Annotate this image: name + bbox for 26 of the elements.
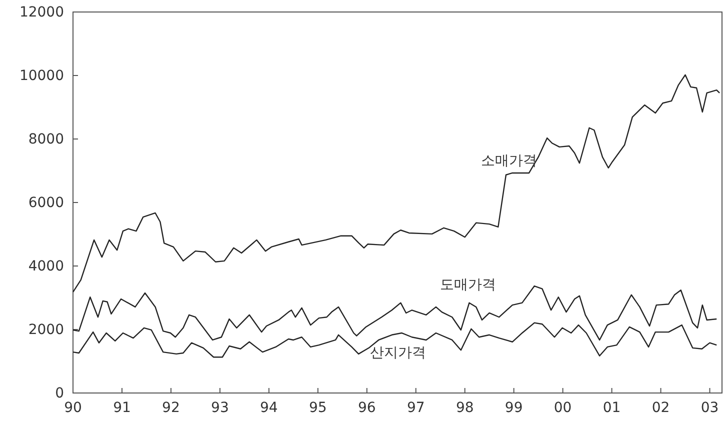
series-label: 도매가격 — [440, 276, 496, 293]
y-tick-label: 0 — [55, 385, 64, 402]
y-tick-label: 8000 — [28, 131, 64, 148]
x-tick-label: 92 — [162, 400, 180, 416]
x-tick-label: 95 — [308, 400, 327, 416]
x-tick-label: 91 — [113, 400, 131, 416]
x-tick-label: 93 — [211, 400, 229, 416]
y-tick-label: 2000 — [28, 322, 64, 338]
x-tick-label: 90 — [64, 400, 82, 416]
series-label: 산지가격 — [370, 344, 426, 361]
x-tick-label: 02 — [652, 400, 670, 416]
y-tick-label: 4000 — [28, 258, 64, 274]
x-tick-label: 99 — [504, 400, 523, 416]
x-tick-label: 01 — [602, 400, 621, 416]
y-tick-label: 12000 — [19, 4, 64, 20]
x-tick-label: 00 — [554, 400, 572, 416]
x-tick-label: 94 — [260, 400, 278, 416]
x-tick-label: 96 — [358, 400, 376, 416]
series-label: 소매가격 — [481, 152, 538, 169]
x-tick-label: 03 — [700, 400, 719, 416]
x-tick-label: 97 — [406, 400, 425, 416]
y-tick-label: 10000 — [19, 68, 64, 84]
y-tick-label: 6000 — [28, 194, 64, 211]
line-series — [72, 74, 720, 293]
x-tick-label: 98 — [456, 400, 474, 416]
line-series — [72, 322, 718, 358]
